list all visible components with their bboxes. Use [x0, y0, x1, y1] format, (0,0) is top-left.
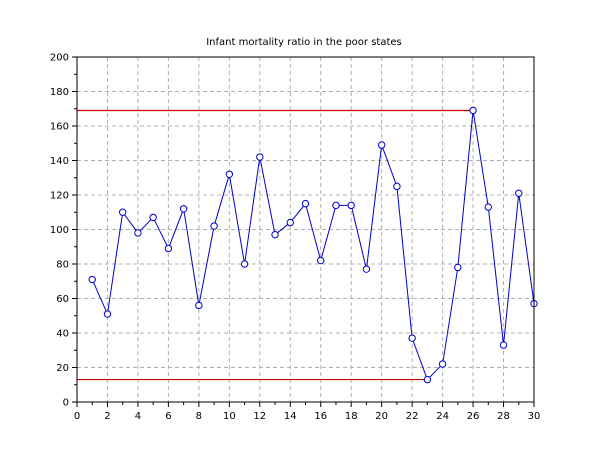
- data-point: [484, 203, 492, 211]
- data-point: [317, 256, 325, 265]
- x-tick-label: 6: [165, 411, 171, 422]
- series-line: [91, 110, 535, 381]
- y-tick-label: 140: [50, 156, 69, 167]
- series-line-layer: [91, 110, 535, 381]
- data-point: [393, 182, 401, 191]
- x-tick-label: 24: [436, 411, 449, 422]
- data-point: [469, 106, 477, 115]
- x-tick-label: 28: [497, 411, 510, 422]
- y-tick-label: 120: [50, 191, 69, 202]
- data-point: [347, 201, 355, 210]
- y-tick-label: 40: [56, 329, 69, 340]
- reference-lines: [77, 109, 474, 381]
- y-tick-label: 200: [50, 53, 69, 64]
- data-point: [332, 201, 340, 210]
- data-point: [408, 334, 416, 342]
- x-tick-label: 20: [375, 411, 388, 422]
- x-tick-label: 26: [467, 411, 480, 422]
- data-point: [438, 360, 447, 368]
- data-point: [240, 260, 249, 268]
- data-point: [423, 375, 432, 384]
- x-tick-label: 18: [345, 411, 358, 422]
- data-point: [195, 301, 203, 310]
- grid: [77, 57, 534, 402]
- x-tick-label: 22: [406, 411, 419, 422]
- y-tick-label: 80: [56, 260, 69, 271]
- y-tick-label: 180: [50, 87, 69, 98]
- x-tick-label: 2: [104, 411, 110, 422]
- data-point: [149, 213, 157, 222]
- data-point: [88, 275, 96, 284]
- x-tick-label: 0: [74, 411, 80, 422]
- data-point: [103, 310, 112, 318]
- y-tick-label: 20: [56, 363, 69, 374]
- chart-title: Infant mortality ratio in the poor state…: [206, 37, 402, 48]
- data-point: [515, 189, 523, 197]
- data-point: [377, 141, 386, 149]
- data-point: [362, 265, 371, 273]
- y-tick-label: 60: [56, 294, 69, 305]
- data-point: [286, 218, 294, 227]
- data-point: [164, 244, 173, 253]
- data-point: [119, 208, 127, 216]
- data-point: [134, 229, 142, 237]
- x-tick-label: 14: [284, 411, 297, 422]
- data-markers: [88, 106, 538, 384]
- x-tick-label: 16: [314, 411, 327, 422]
- data-point: [256, 153, 264, 161]
- y-tick-label: 0: [63, 398, 69, 409]
- data-point: [271, 230, 279, 239]
- data-point: [454, 263, 462, 272]
- x-tick-label: 10: [223, 411, 236, 422]
- data-point: [179, 205, 188, 213]
- data-point: [301, 199, 310, 208]
- data-point: [499, 341, 508, 349]
- data-point: [225, 170, 234, 179]
- axes: 0 2 4 6 8 10 12 14 16 18 20 22 24 26 28 300204060801001…: [50, 53, 540, 423]
- x-tick-label: 12: [253, 411, 266, 422]
- y-tick-label: 100: [50, 225, 69, 236]
- data-point: [210, 222, 218, 230]
- x-tick-label: 4: [135, 411, 141, 422]
- x-tick-label: 30: [528, 411, 541, 422]
- y-tick-label: 160: [50, 122, 69, 133]
- x-tick-label: 8: [196, 411, 202, 422]
